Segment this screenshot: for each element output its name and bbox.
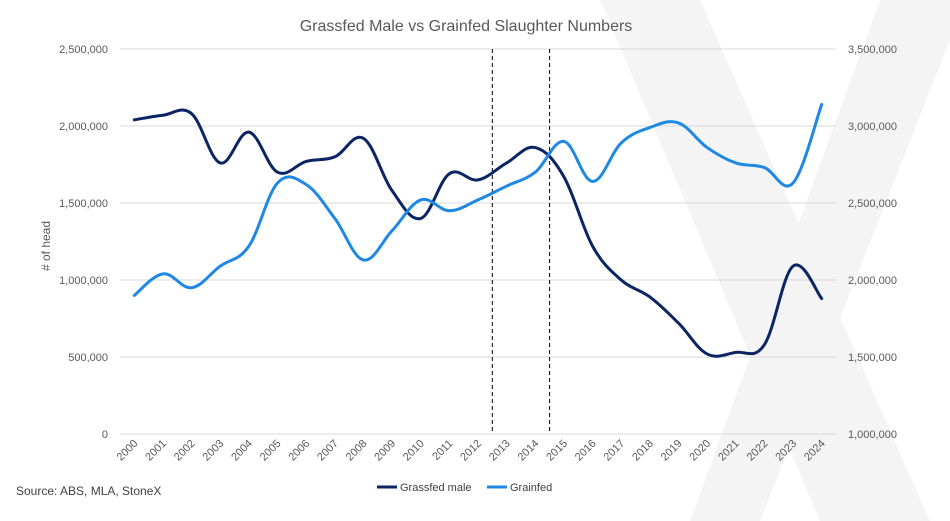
vertical-markers: [491, 49, 551, 434]
y-axis-left: 0 500,000 1,000,000 1,500,000 2,000,000 2,500…: [59, 44, 108, 441]
x-tick-label: 2019: [659, 438, 685, 464]
source-note: Source: ABS, MLA, StoneX: [16, 484, 162, 498]
legend-label: Grainfed: [510, 482, 552, 494]
x-tick-label: 2001: [143, 438, 169, 464]
legend: Grassfed male Grainfed: [377, 482, 552, 494]
y-tick-label: 1,500,000: [59, 198, 108, 210]
x-tick-label: 2015: [544, 438, 570, 464]
series-line-grassfed-male: [132, 108, 824, 358]
y-tick-label: 2,500,000: [59, 44, 108, 56]
x-tick-label: 2020: [687, 438, 713, 464]
y-axis-right: 1,000,000 1,500,000 2,000,000 2,500,000 3,00…: [848, 44, 897, 441]
x-tick-label: 2005: [258, 438, 284, 464]
x-tick-label: 2002: [172, 438, 198, 464]
y-tick-label: 1,000,000: [59, 275, 108, 287]
series-lines: [132, 102, 824, 358]
y2-tick-label: 2,500,000: [848, 198, 897, 210]
y2-tick-label: 3,500,000: [848, 44, 897, 56]
gridlines: [120, 48, 836, 435]
x-tick-label: 2006: [286, 438, 312, 464]
x-tick-label: 2011: [430, 438, 455, 463]
x-tick-label: 2016: [573, 438, 599, 464]
series-line-grainfed: [132, 102, 824, 297]
x-tick-label: 2007: [315, 438, 341, 464]
x-tick-label: 2004: [229, 438, 255, 464]
x-tick-label: 2008: [344, 438, 370, 464]
y2-tick-label: 1,500,000: [848, 352, 897, 364]
x-tick-label: 2009: [372, 438, 398, 464]
watermark-x-logo: [600, 0, 950, 521]
y2-tick-label: 1,000,000: [848, 429, 897, 441]
x-tick-label: 2014: [516, 438, 542, 464]
y-tick-label: 0: [102, 429, 108, 441]
y2-tick-label: 2,000,000: [848, 275, 897, 287]
y-tick-label: 500,000: [68, 352, 108, 364]
x-tick-label: 2012: [458, 438, 484, 464]
x-tick-label: 2000: [115, 438, 141, 464]
x-tick-label: 2017: [602, 438, 628, 464]
y2-tick-label: 3,000,000: [848, 121, 897, 133]
x-tick-label: 2003: [201, 438, 227, 464]
legend-label: Grassfed male: [400, 482, 472, 494]
y-axis-title: # of head: [39, 221, 53, 271]
y-tick-label: 2,000,000: [59, 121, 108, 133]
x-tick-label: 2013: [487, 438, 513, 464]
x-tick-label: 2018: [630, 438, 656, 464]
x-tick-label: 2010: [401, 438, 427, 464]
chart-title: Grassfed Male vs Grainfed Slaughter Numb…: [300, 18, 633, 35]
